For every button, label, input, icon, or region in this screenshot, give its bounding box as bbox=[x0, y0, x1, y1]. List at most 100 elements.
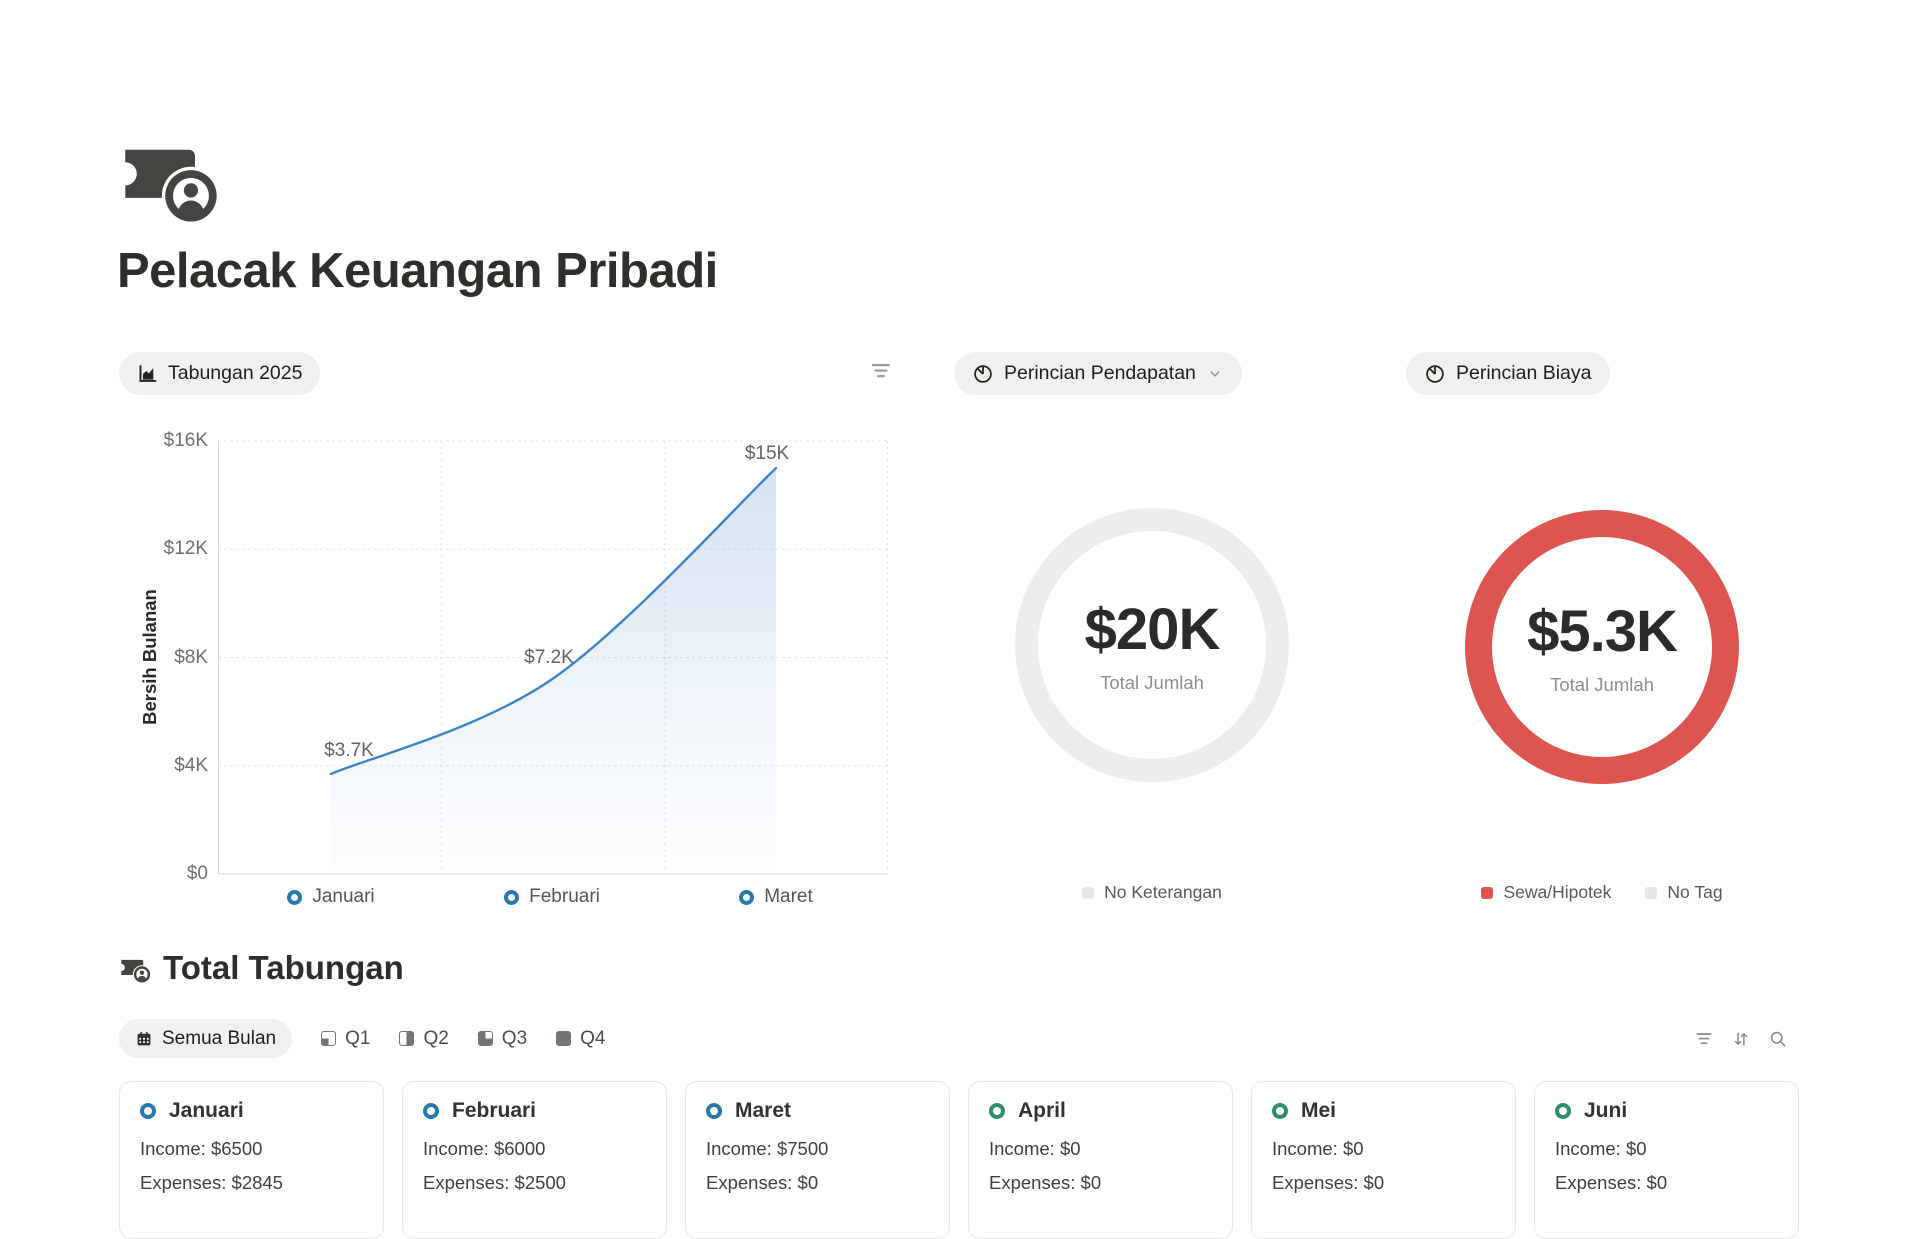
card-income: Income: $6000 bbox=[423, 1138, 546, 1159]
card-expenses: Expenses: $0 bbox=[1555, 1172, 1668, 1193]
month-marker-icon bbox=[423, 1103, 439, 1119]
tab-q4[interactable]: Q4 bbox=[556, 1028, 606, 1050]
quarter-2-icon bbox=[399, 1031, 415, 1046]
savings-area-chart: $3.7K $7.2K $15K bbox=[218, 440, 888, 875]
income-pill-label: Perincian Pendapatan bbox=[1004, 362, 1196, 384]
y-tick-label: $12K bbox=[163, 538, 208, 560]
card-income: Income: $6500 bbox=[140, 1138, 263, 1159]
page-title: Pelacak Keuangan Pribadi bbox=[117, 244, 718, 298]
y-tick-label: $0 bbox=[186, 863, 208, 884]
expense-legend: Sewa/Hipotek No Tag bbox=[1392, 882, 1812, 903]
legend-item: No Tag bbox=[1645, 882, 1723, 903]
month-marker-icon bbox=[140, 1103, 156, 1119]
card-income: Income: $0 bbox=[1272, 1138, 1364, 1159]
search-icon[interactable] bbox=[1768, 1029, 1788, 1049]
calendar-icon bbox=[137, 1031, 151, 1045]
legend-swatch-icon bbox=[1082, 886, 1095, 899]
legend-item: No Keterangan bbox=[1082, 882, 1222, 903]
tab-label: Semua Bulan bbox=[162, 1027, 277, 1049]
tab-label: Q1 bbox=[345, 1027, 371, 1049]
card-expenses: Expenses: $0 bbox=[1272, 1172, 1385, 1193]
month-card-februari[interactable]: Februari Income: $6000 Expenses: $2500 bbox=[402, 1081, 667, 1239]
x-category: Maret bbox=[696, 886, 856, 908]
month-card-maret[interactable]: Maret Income: $7500 Expenses: $0 bbox=[685, 1081, 950, 1239]
card-title: Februari bbox=[423, 1099, 646, 1123]
x-category-label: Februari bbox=[529, 886, 600, 907]
income-legend: No Keterangan bbox=[942, 882, 1362, 903]
legend-item: Sewa/Hipotek bbox=[1481, 882, 1611, 903]
income-donut-chart: $20K Total Jumlah bbox=[1015, 508, 1289, 782]
y-tick-label: $8K bbox=[174, 646, 208, 668]
card-month-name: April bbox=[1018, 1099, 1066, 1122]
expense-total-caption: Total Jumlah bbox=[1550, 674, 1654, 695]
card-expenses: Expenses: $2500 bbox=[423, 1172, 566, 1193]
expense-breakdown-pill[interactable]: Perincian Biaya bbox=[1406, 352, 1610, 395]
x-category: Februari bbox=[472, 886, 632, 908]
pie-chart-icon bbox=[1426, 364, 1444, 383]
month-marker-icon bbox=[706, 1103, 722, 1119]
card-title: Maret bbox=[706, 1099, 929, 1123]
card-month-name: Juni bbox=[1584, 1099, 1628, 1122]
filter-icon[interactable] bbox=[869, 361, 893, 386]
bar-chart-icon bbox=[139, 365, 157, 382]
card-expenses: Expenses: $2845 bbox=[140, 1172, 283, 1193]
tab-q2[interactable]: Q2 bbox=[399, 1027, 449, 1050]
card-title: Januari bbox=[140, 1099, 363, 1123]
month-marker-icon bbox=[1555, 1103, 1571, 1119]
card-month-name: Februari bbox=[452, 1099, 537, 1122]
card-income: Income: $0 bbox=[1555, 1138, 1647, 1159]
sort-icon[interactable] bbox=[1731, 1029, 1751, 1049]
card-expenses: Expenses: $0 bbox=[989, 1172, 1102, 1193]
card-month-name: Januari bbox=[169, 1099, 244, 1122]
month-marker-icon bbox=[989, 1103, 1005, 1119]
expense-donut-chart: $5.3K Total Jumlah bbox=[1465, 510, 1739, 784]
money-icon bbox=[121, 141, 223, 234]
legend-swatch-icon bbox=[1481, 886, 1494, 899]
tab-q3[interactable]: Q3 bbox=[477, 1027, 528, 1050]
income-total-caption: Total Jumlah bbox=[1100, 672, 1204, 693]
x-category-label: Januari bbox=[312, 886, 375, 907]
chevron-down-icon[interactable] bbox=[1206, 365, 1224, 383]
month-card-januari[interactable]: Januari Income: $6500 Expenses: $2845 bbox=[119, 1081, 384, 1239]
tab-semua-bulan[interactable]: Semua Bulan bbox=[119, 1019, 293, 1058]
legend-label: No Tag bbox=[1667, 882, 1723, 902]
card-month-name: Mei bbox=[1301, 1099, 1337, 1122]
card-month-name: Maret bbox=[735, 1099, 792, 1122]
month-marker-icon bbox=[1272, 1103, 1288, 1119]
quarter-1-icon bbox=[321, 1031, 337, 1046]
legend-label: Sewa/Hipotek bbox=[1503, 882, 1612, 902]
finance-tracker-page: Pelacak Keuangan Pribadi Tabungan 2025 B… bbox=[117, 141, 1812, 1239]
income-breakdown-pill[interactable]: Perincian Pendapatan bbox=[954, 352, 1242, 395]
point-label: $3.7K bbox=[324, 740, 374, 761]
month-card-juni[interactable]: Juni Income: $0 Expenses: $0 bbox=[1534, 1081, 1799, 1239]
point-label: $7.2K bbox=[524, 647, 574, 668]
y-tick-label: $4K bbox=[174, 754, 208, 776]
expense-total-value: $5.3K bbox=[1527, 599, 1678, 664]
expense-pill-label: Perincian Biaya bbox=[1456, 362, 1592, 384]
tab-label: Q2 bbox=[423, 1027, 449, 1049]
month-card-april[interactable]: April Income: $0 Expenses: $0 bbox=[968, 1081, 1233, 1239]
x-category: Januari bbox=[251, 886, 411, 908]
savings-chart-pill[interactable]: Tabungan 2025 bbox=[119, 352, 321, 395]
section-title: Total Tabungan bbox=[163, 949, 404, 986]
month-marker-icon bbox=[739, 889, 755, 905]
y-tick-label: $16K bbox=[163, 430, 208, 451]
table-toolbar bbox=[1694, 1029, 1788, 1049]
x-category-label: Maret bbox=[764, 886, 813, 907]
tab-q1[interactable]: Q1 bbox=[321, 1028, 370, 1050]
legend-swatch-icon bbox=[1645, 886, 1658, 899]
month-card-mei[interactable]: Mei Income: $0 Expenses: $0 bbox=[1251, 1081, 1516, 1239]
month-filter-tabs: Semua Bulan Q1 Q2 Q3 Q4 bbox=[119, 1019, 606, 1058]
income-total-value: $20K bbox=[1084, 597, 1221, 662]
savings-pill-label: Tabungan 2025 bbox=[168, 362, 303, 384]
pie-chart-icon bbox=[974, 364, 992, 383]
tab-label: Q3 bbox=[501, 1027, 528, 1049]
card-income: Income: $0 bbox=[989, 1138, 1081, 1159]
card-title: April bbox=[989, 1099, 1212, 1123]
month-marker-icon bbox=[504, 889, 520, 905]
point-label: $15K bbox=[745, 443, 790, 464]
quarter-4-icon bbox=[556, 1031, 572, 1046]
filter-icon[interactable] bbox=[1694, 1029, 1714, 1049]
card-expenses: Expenses: $0 bbox=[706, 1172, 819, 1193]
card-title: Juni bbox=[1555, 1099, 1778, 1123]
